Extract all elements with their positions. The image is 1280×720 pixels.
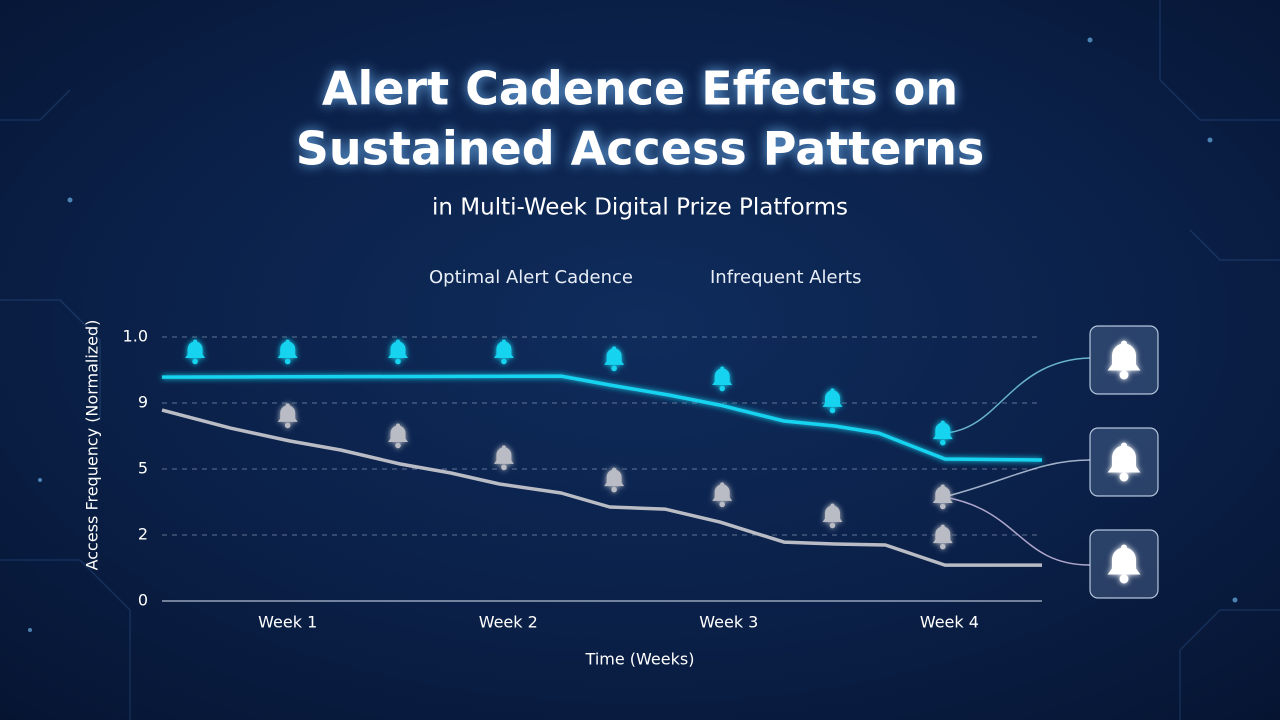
x-tick-label: Week 2 [479, 613, 538, 632]
y-tick-label: 1.0 [123, 327, 148, 346]
x-tick-label: Week 4 [920, 613, 979, 632]
y-tick-label: 5 [138, 459, 148, 478]
bell-body [712, 368, 733, 385]
bell-clapper [940, 439, 946, 446]
bell-marker [932, 420, 953, 446]
bell-marker [712, 482, 733, 508]
bell-body [277, 405, 298, 422]
bell-top [940, 420, 945, 425]
series-line [161, 408, 1042, 567]
bell-marker [932, 524, 953, 550]
x-axis-label: Time (Weeks) [585, 650, 695, 669]
bell-body [932, 526, 953, 544]
bell-body [277, 341, 298, 358]
x-tick-label: Week 3 [699, 613, 758, 632]
bell-top [940, 524, 945, 529]
bell-top [285, 403, 290, 408]
bell-body [932, 486, 953, 503]
series-line [161, 374, 1043, 462]
y-tick-label: 9 [138, 393, 148, 412]
bell-top [501, 339, 506, 344]
bell-marker [185, 339, 206, 365]
bell-clapper [829, 522, 836, 529]
decorative-icons [943, 325, 1159, 599]
bell-clapper [192, 358, 198, 365]
bell-body [822, 390, 843, 407]
y-tick-label: 0 [138, 591, 148, 610]
bell-clapper [501, 464, 507, 471]
bell-body [932, 422, 953, 440]
bell-body [388, 425, 408, 442]
bell-top [396, 423, 400, 428]
bell-body [493, 341, 514, 358]
bell-top [396, 339, 400, 344]
bell-clapper [501, 358, 507, 365]
bell-marker [822, 503, 843, 529]
bell-clapper [719, 385, 725, 392]
bell-clapper [829, 407, 836, 414]
bell-marker [493, 445, 514, 471]
chart-title: Alert Cadence Effects on [322, 62, 958, 116]
bell-marker [388, 423, 408, 449]
bell-body [493, 447, 514, 464]
circuit-dots [28, 37, 1238, 632]
bell-marker [604, 467, 625, 493]
bell-clapper [940, 543, 946, 550]
bell-clapper [284, 358, 291, 365]
bell-clapper [611, 365, 617, 372]
bell-body [604, 348, 625, 365]
bell-body [712, 484, 733, 501]
legend-label: Infrequent Alerts [710, 267, 861, 288]
bell-body [604, 469, 625, 487]
bell-top [720, 366, 725, 371]
bell-marker [277, 403, 298, 429]
bell-top [830, 503, 835, 508]
bell-clapper [395, 442, 401, 449]
bell-marker [388, 339, 408, 365]
bell-clapper [284, 422, 291, 429]
bell-marker [712, 366, 733, 392]
bell-clapper [611, 486, 617, 493]
bell-top [285, 339, 290, 344]
bell-clapper [395, 358, 401, 365]
chart-subtitle: in Multi-Week Digital Prize Platforms [432, 195, 848, 221]
bell-marker [604, 346, 625, 372]
y-axis-label: Access Frequency (Normalized) [83, 320, 102, 571]
bell-body [185, 341, 206, 358]
bell-body [388, 341, 408, 358]
bell-clapper [940, 503, 946, 510]
bell-body [822, 505, 843, 522]
bell-top [193, 339, 198, 344]
chart-title: Sustained Access Patterns [296, 122, 985, 176]
bell-top [830, 388, 835, 393]
bell-marker [932, 484, 953, 510]
bell-clapper [719, 501, 725, 508]
bell-top [612, 346, 617, 351]
y-tick-label: 2 [138, 525, 148, 544]
bell-top [501, 445, 506, 450]
bell-marker [277, 339, 298, 365]
bell-marker [822, 388, 843, 414]
bell-top [940, 484, 945, 489]
legend-label: Optimal Alert Cadence [429, 267, 633, 288]
bell-top [612, 467, 617, 472]
x-tick-label: Week 1 [258, 613, 317, 632]
bell-marker [493, 339, 514, 365]
bell-top [720, 482, 725, 487]
